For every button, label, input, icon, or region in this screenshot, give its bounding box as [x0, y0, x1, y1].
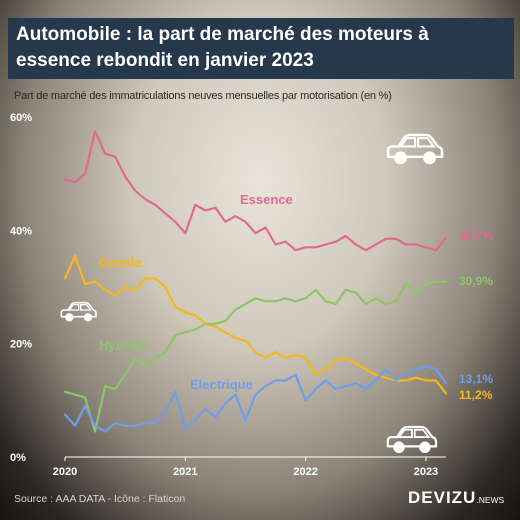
end-value-label-essence: 38,7%	[459, 229, 493, 243]
source-note: Source : AAA DATA - Icône : Flaticon	[14, 493, 186, 505]
series-label-hybride: Hybride	[99, 338, 147, 353]
series-line-hybride	[63, 280, 448, 433]
chart-subtitle: Part de marché des immatriculations neuv…	[14, 90, 392, 102]
x-tick-label: 2023	[414, 466, 438, 478]
car-icon	[60, 301, 97, 322]
series-line-gazole	[63, 254, 448, 395]
chart-title: Automobile : la part de marché des moteu…	[8, 18, 514, 79]
series-line-electrique	[63, 365, 448, 433]
car-icon	[386, 425, 438, 454]
series-label-electrique: Electrique	[190, 377, 253, 392]
series-label-gazole: Gazole	[99, 255, 142, 270]
brand-logo: DEVIZU.NEWS	[408, 488, 504, 508]
brand-suffix: .NEWS	[476, 495, 505, 505]
y-tick-label: 60%	[10, 112, 32, 124]
series-line-essence	[63, 130, 448, 252]
y-tick-label: 20%	[10, 339, 32, 351]
car-icon	[386, 133, 444, 165]
y-tick-label: 40%	[10, 225, 32, 237]
brand-name: DEVIZU	[408, 488, 477, 507]
end-value-label-gazole: 11,2%	[459, 388, 493, 402]
x-tick-label: 2020	[53, 466, 77, 478]
end-value-label-electrique: 13,1%	[459, 372, 493, 386]
x-tick-label: 2021	[173, 466, 197, 478]
series-label-essence: Essence	[240, 192, 293, 207]
y-tick-label: 0%	[10, 452, 26, 464]
end-value-label-hybride: 30,9%	[459, 274, 493, 288]
x-tick-label: 2022	[293, 466, 317, 478]
